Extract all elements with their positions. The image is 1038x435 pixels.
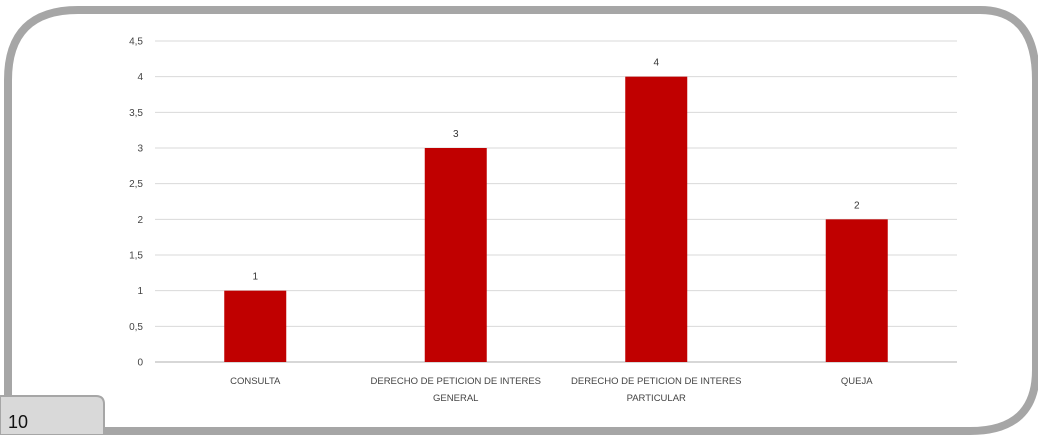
y-axis-ticks: 0 0,5 1 1,5 2 2,5 3 3,5 4 4,5 <box>129 37 143 369</box>
y-tick-label: 0 <box>137 358 143 369</box>
y-tick-label: 0,5 <box>129 322 143 333</box>
bar <box>825 219 888 362</box>
y-tick-label: 1 <box>137 286 143 297</box>
x-category-label: CONSULTA <box>230 376 281 387</box>
gridlines <box>155 40 957 363</box>
data-label: 2 <box>854 200 860 211</box>
bar <box>625 76 688 363</box>
data-labels: 1 3 4 2 <box>252 58 860 283</box>
x-category-label: QUEJA <box>841 376 873 387</box>
y-tick-label: 2 <box>137 215 143 226</box>
x-category-label: DERECHO DE PETICION DE INTERES <box>571 376 742 387</box>
data-label: 3 <box>453 129 459 140</box>
x-category-label: GENERAL <box>433 393 478 404</box>
y-tick-label: 3 <box>137 144 143 155</box>
bar <box>224 290 287 362</box>
data-label: 1 <box>252 272 258 283</box>
y-tick-label: 1,5 <box>129 251 143 262</box>
x-category-label: DERECHO DE PETICION DE INTERES <box>371 376 542 387</box>
data-label: 4 <box>653 58 659 69</box>
page-number: 10 <box>8 412 29 432</box>
y-tick-label: 4,5 <box>129 37 143 48</box>
y-tick-label: 2,5 <box>129 179 143 190</box>
bar <box>424 148 487 362</box>
bars <box>224 76 888 363</box>
y-tick-label: 4 <box>137 72 143 83</box>
x-axis-categories: CONSULTA DERECHO DE PETICION DE INTERES GE… <box>230 376 873 404</box>
x-category-label: PARTICULAR <box>627 393 686 404</box>
y-tick-label: 3,5 <box>129 108 143 119</box>
page-tab <box>0 395 105 435</box>
